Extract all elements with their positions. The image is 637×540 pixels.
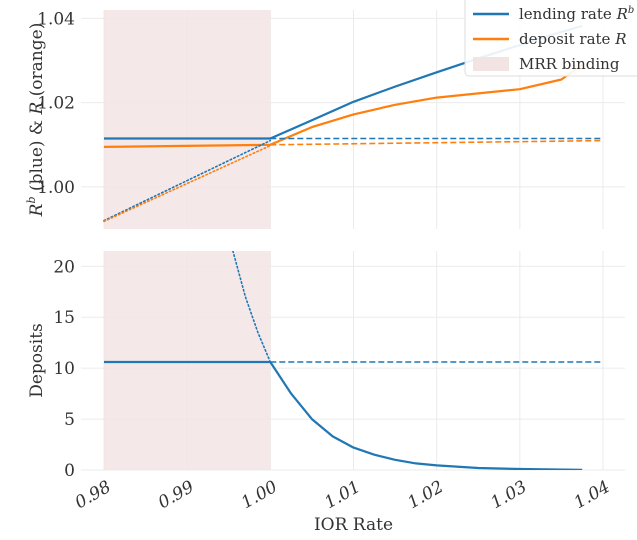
legend-label: MRR binding (519, 55, 620, 73)
legend-box (464, 0, 637, 77)
y-tick-label: 0 (64, 461, 75, 481)
x-tick-label: 1.03 (488, 477, 531, 513)
x-tick-label: 1.04 (571, 477, 614, 513)
y-tick-label: 15 (53, 308, 75, 328)
x-tick-label: 1.00 (238, 477, 281, 513)
y-tick-label: 5 (64, 410, 75, 430)
legend: lending rate Rb deposit rate R MRR binding (464, 0, 637, 77)
legend-label: deposit rate R (519, 30, 627, 48)
legend-label: lending rate Rb (519, 5, 634, 23)
series-deposits (104, 360, 583, 470)
series-lending-rate-dotted- (103, 139, 272, 222)
y-axis-label: Deposits (27, 323, 47, 398)
x-tick-label: 0.99 (155, 477, 198, 513)
bottom-panel: 0 5 10 15 20 Deposits 0.98 0.99 1.00 1.01 1.02 1.03… (27, 251, 625, 535)
x-axis-label: IOR Rate (314, 515, 393, 535)
y-tick-label: 1.04 (37, 9, 75, 29)
x-tick-label: 1.02 (404, 477, 447, 513)
y-tick-label: 10 (53, 359, 75, 379)
series-deposit-rate-dotted- (103, 144, 272, 223)
mrr-binding-region (104, 10, 271, 229)
y-tick-label: 20 (53, 257, 75, 277)
series-deposit-rate (103, 63, 583, 148)
y-tick-label: 1.00 (37, 178, 75, 198)
x-tick-label: 1.01 (321, 477, 364, 513)
mrr-binding-region (104, 251, 271, 470)
y-tick-label: 1.02 (37, 94, 75, 114)
series-deposits-dotted- (232, 251, 272, 363)
legend-swatch (473, 57, 509, 71)
y-axis-label: Rb (blue) & R (orange) (25, 23, 47, 218)
x-tick-label: 0.98 (72, 477, 115, 513)
series-deposit-rate-dashed- (270, 139, 604, 146)
